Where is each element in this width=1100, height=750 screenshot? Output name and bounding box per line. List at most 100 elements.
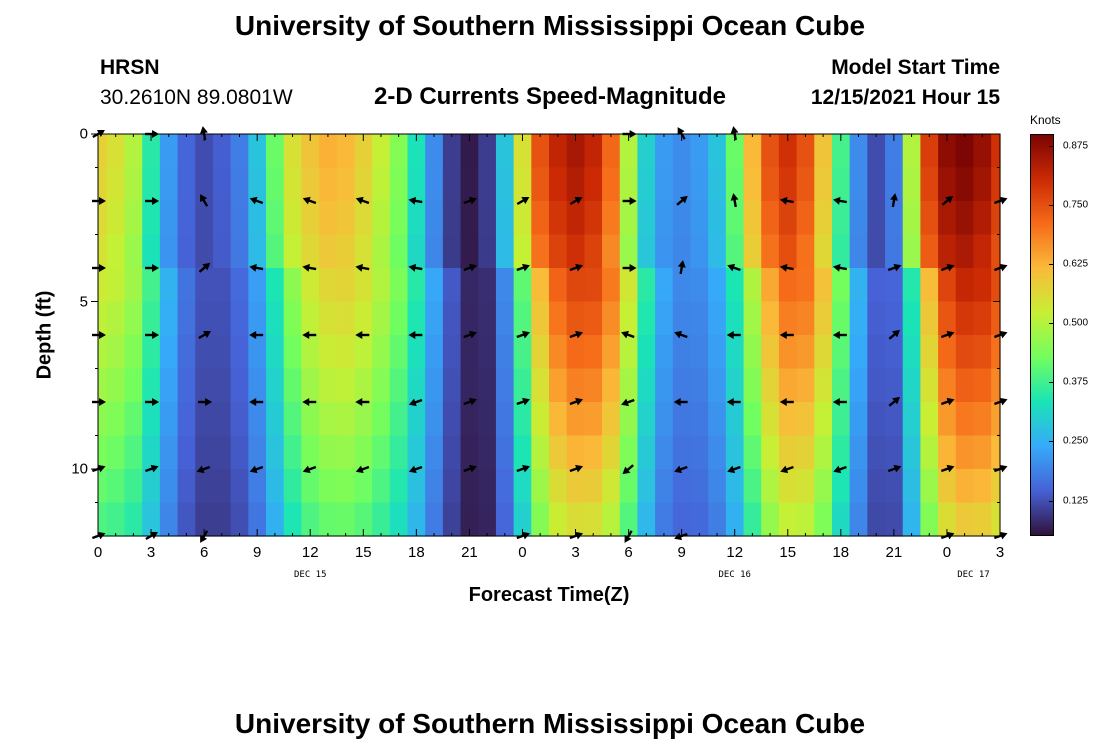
heatmap-cell <box>177 335 196 370</box>
heatmap-cell <box>442 402 462 437</box>
heatmap-cell <box>655 234 674 269</box>
heatmap-cell <box>566 335 585 370</box>
heatmap-cell <box>566 469 585 504</box>
heatmap-cell <box>248 502 267 537</box>
heatmap-cell <box>319 134 338 169</box>
heatmap-cell <box>885 234 904 269</box>
heatmap-cell <box>389 134 409 169</box>
y-axis-title: Depth (ft) <box>33 290 56 380</box>
heatmap-cell <box>98 502 108 537</box>
heatmap-cell <box>708 234 727 269</box>
heatmap-cell <box>955 301 975 336</box>
heatmap-cell <box>407 469 426 504</box>
colorbar-tick <box>1049 264 1054 266</box>
heatmap-cell <box>195 435 214 470</box>
heatmap-cell <box>425 167 444 202</box>
heatmap-cell <box>902 134 922 169</box>
heatmap-cell <box>266 469 285 504</box>
heatmap-cell <box>708 301 727 336</box>
heatmap-cell <box>354 469 373 504</box>
heatmap-cell <box>831 368 851 403</box>
heatmap-cell <box>725 234 745 269</box>
heatmap-cell <box>690 201 709 236</box>
heatmap-cell <box>98 368 108 403</box>
heatmap-cell <box>549 234 568 269</box>
heatmap-cell <box>955 469 975 504</box>
heatmap-cell <box>389 234 409 269</box>
heatmap-cell <box>478 134 497 169</box>
heatmap-cell <box>389 469 409 504</box>
heatmap-cell <box>991 234 1001 269</box>
heatmap-cell <box>407 268 426 303</box>
heatmap-cell <box>831 167 851 202</box>
heatmap-cell <box>920 268 939 303</box>
heatmap-cell <box>159 469 179 504</box>
heatmap-cell <box>124 402 143 437</box>
heatmap-cell <box>354 201 373 236</box>
heatmap-cell <box>885 134 904 169</box>
heatmap-cell <box>195 201 214 236</box>
heatmap-cell <box>98 134 108 169</box>
heatmap-cell <box>849 301 868 336</box>
heatmap-cell <box>672 435 692 470</box>
heatmap-cell <box>831 402 851 437</box>
heatmap-cell <box>920 167 939 202</box>
heatmap-cell <box>212 502 232 537</box>
heatmap-cell <box>354 335 373 370</box>
heatmap-cell <box>266 234 285 269</box>
heatmap-cell <box>672 201 692 236</box>
heatmap-cell <box>372 469 391 504</box>
heatmap-cell <box>725 502 745 537</box>
heatmap-cell <box>124 469 143 504</box>
heatmap-cell <box>531 402 550 437</box>
heatmap-cell <box>98 335 108 370</box>
heatmap-cell <box>708 368 727 403</box>
heatmap-cell <box>973 201 992 236</box>
heatmap-cell <box>513 435 532 470</box>
heatmap-cell <box>513 402 532 437</box>
heatmap-cell <box>283 301 302 336</box>
heatmap-cell <box>708 435 727 470</box>
heatmap-cell <box>867 368 886 403</box>
heatmap-cell <box>478 435 497 470</box>
heatmap-cell <box>743 335 762 370</box>
heatmap-cell <box>549 167 568 202</box>
heatmap-cell <box>283 201 302 236</box>
heatmap-cell <box>248 335 267 370</box>
x-tick-label: 12 <box>726 544 744 561</box>
heatmap-cell <box>460 335 479 370</box>
heatmap-cell <box>177 402 196 437</box>
heatmap-cell <box>778 402 798 437</box>
heatmap-cell <box>372 368 391 403</box>
heatmap-cell <box>301 134 320 169</box>
heatmap-cell <box>584 268 603 303</box>
heatmap-cell <box>920 301 939 336</box>
heatmap-cell <box>531 268 550 303</box>
heatmap-cell <box>283 469 302 504</box>
model-start-label: Model Start Time <box>831 56 1000 79</box>
heatmap-cell <box>142 335 161 370</box>
heatmap-cell <box>566 201 585 236</box>
heatmap-cell <box>938 402 957 437</box>
heatmap-cell <box>301 469 320 504</box>
heatmap-cell <box>973 368 992 403</box>
heatmap-cell <box>460 268 479 303</box>
heatmap-cell <box>425 134 444 169</box>
heatmap-cell <box>619 335 639 370</box>
heatmap-cell <box>778 167 798 202</box>
heatmap-cell <box>124 335 143 370</box>
heatmap-cell <box>902 234 922 269</box>
heatmap-cell <box>336 201 356 236</box>
x-tick-label: 0 <box>942 544 952 561</box>
heatmap-cell <box>230 134 249 169</box>
heatmap-cell <box>814 234 833 269</box>
heatmap-cell <box>938 167 957 202</box>
heatmap-cell <box>177 469 196 504</box>
heatmap-cell <box>743 469 762 504</box>
heatmap-cell <box>566 368 585 403</box>
heatmap-cell <box>655 167 674 202</box>
heatmap-cell <box>743 435 762 470</box>
heatmap-cell <box>955 268 975 303</box>
heatmap-cell <box>389 301 409 336</box>
heatmap-cell <box>867 268 886 303</box>
